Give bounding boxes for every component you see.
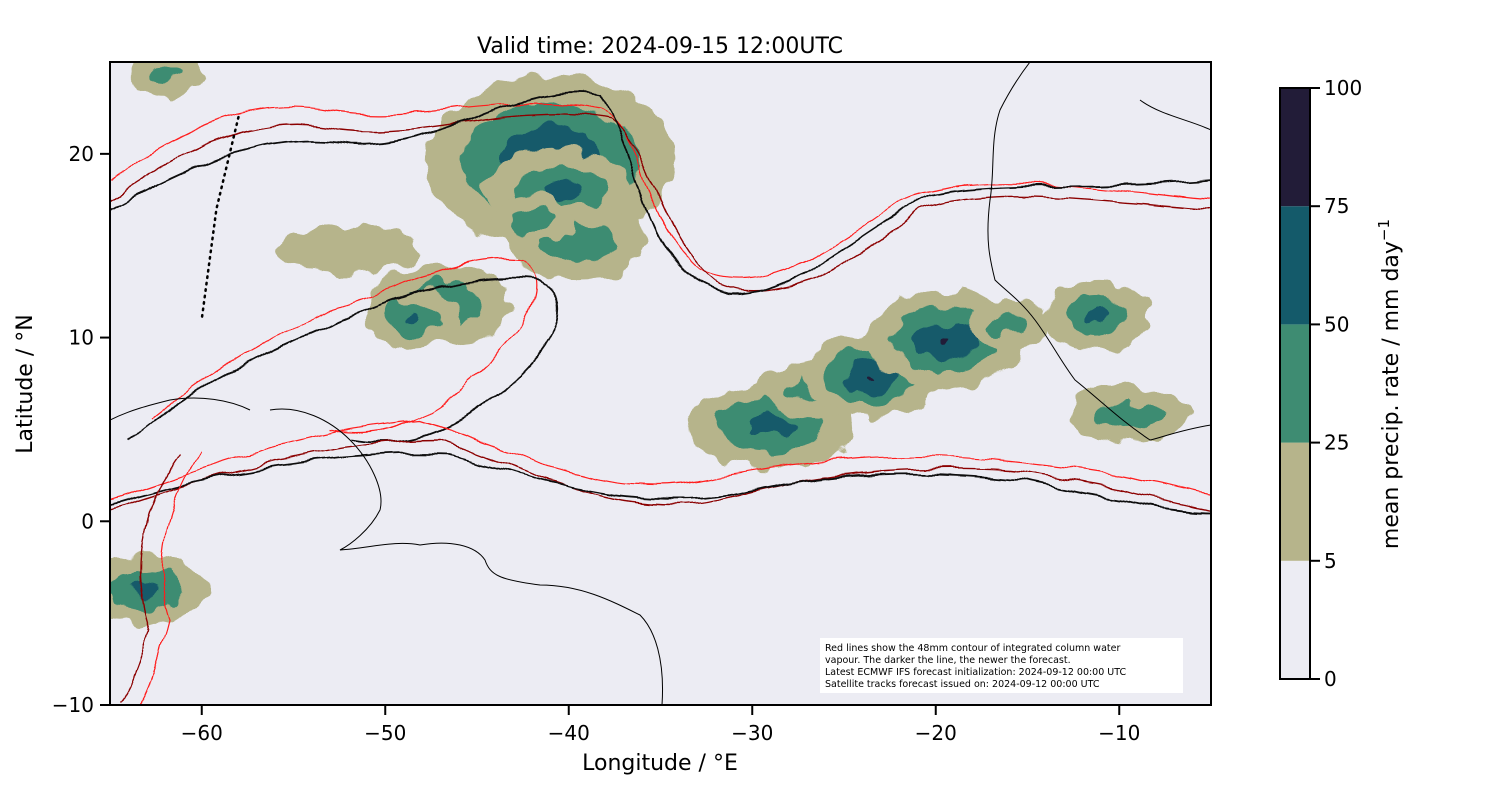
y-tick-label: 10 <box>69 326 94 350</box>
colorbar-label-text: mean precip. rate / mm day <box>1379 241 1404 549</box>
precip-cell-level-2 <box>989 314 1029 336</box>
colorbar-label-exponent: −1 <box>1375 219 1393 241</box>
x-axis-label: Longitude / °E <box>582 751 738 776</box>
annotation-line-4: Satellite tracks forecast issued on: 202… <box>825 679 1100 690</box>
coastlines <box>110 62 1211 705</box>
annotation-line-3: Latest ECMWF IFS forecast initialization… <box>825 667 1126 678</box>
colorbar: 0 5 25 50 75 100 <box>1279 76 1362 691</box>
y-tick-label: 20 <box>69 142 94 166</box>
precip-cell-level-1 <box>275 227 422 272</box>
plot-frame <box>109 61 1212 706</box>
wv-contour-new-south <box>110 453 1211 513</box>
x-tick-label: −60 <box>181 721 223 745</box>
precip-cell-level-3 <box>1086 309 1108 322</box>
wv-contour-mid-south <box>110 439 1211 511</box>
satellite-tracks <box>200 115 240 321</box>
colorbar-tick-label: 50 <box>1324 312 1349 336</box>
colorbar-segment <box>1280 324 1310 443</box>
colorbar-segment <box>1280 88 1310 207</box>
x-tick-label: −10 <box>1098 721 1140 745</box>
wv-contour-old-south <box>110 419 1211 501</box>
colorbar-tick-label: 100 <box>1324 76 1362 100</box>
wv-contour-mid-north <box>110 113 1211 293</box>
coastline-caribbean <box>110 397 251 421</box>
wv-contour-band-west-new <box>129 277 559 444</box>
coastline-africa <box>987 62 1211 441</box>
colorbar-segment <box>1280 560 1310 679</box>
colorbar-segment <box>1280 206 1310 325</box>
colorbar-tick-label: 75 <box>1324 194 1349 218</box>
y-tick-label: −10 <box>52 693 94 717</box>
x-tick-label: −30 <box>731 721 773 745</box>
precip-cell-level-3 <box>404 315 421 324</box>
precip-cell-level-2 <box>512 209 552 231</box>
x-tick-label: −20 <box>915 721 957 745</box>
colorbar-label: mean precip. rate / mm day−1 <box>1375 219 1404 549</box>
satellite-track <box>200 115 240 321</box>
x-axis: −60 −50 −40 −30 −20 −10 <box>181 705 1140 745</box>
colorbar-segment <box>1280 442 1310 561</box>
colorbar-tick-label: 25 <box>1324 431 1349 455</box>
x-tick-label: −50 <box>364 721 406 745</box>
precip-cell-level-4 <box>939 336 951 343</box>
precip-cell-level-2 <box>1095 401 1162 428</box>
x-tick-label: −40 <box>548 721 590 745</box>
annotation-line-1: Red lines show the 48mm contour of integ… <box>825 643 1120 654</box>
precip-cell-level-4 <box>867 373 876 380</box>
coastline-iberia <box>1139 99 1211 131</box>
y-tick-label: 0 <box>81 509 94 533</box>
wv-contours <box>110 92 1211 705</box>
wv-contour-band-west <box>149 257 537 434</box>
wv-contour-southwest <box>139 449 201 705</box>
colorbar-tick-label: 5 <box>1324 549 1337 573</box>
colorbar-frame <box>1279 87 1311 680</box>
precipitation-field <box>110 62 1189 624</box>
colorbar-tick-label: 0 <box>1324 667 1337 691</box>
precip-cell-level-3 <box>746 416 795 436</box>
precip-cell-level-2 <box>149 65 181 85</box>
precip-cell-level-3 <box>539 180 580 201</box>
plot-title: Valid time: 2024-09-15 12:00UTC <box>477 34 843 59</box>
y-axis: −10 0 10 20 <box>52 142 110 717</box>
annotation-line-2: vapour. The darker the line, the newer t… <box>825 655 1071 666</box>
wv-contour-old-north <box>110 103 1211 280</box>
wv-contour-new-north <box>110 92 1211 296</box>
annotation-box: Red lines show the 48mm contour of integ… <box>820 638 1183 693</box>
coastline-south-america <box>269 408 664 705</box>
wv-contour-southwest-new <box>119 454 181 705</box>
y-axis-label: Latitude / °N <box>13 314 38 453</box>
precip-cell-level-3 <box>132 582 162 596</box>
